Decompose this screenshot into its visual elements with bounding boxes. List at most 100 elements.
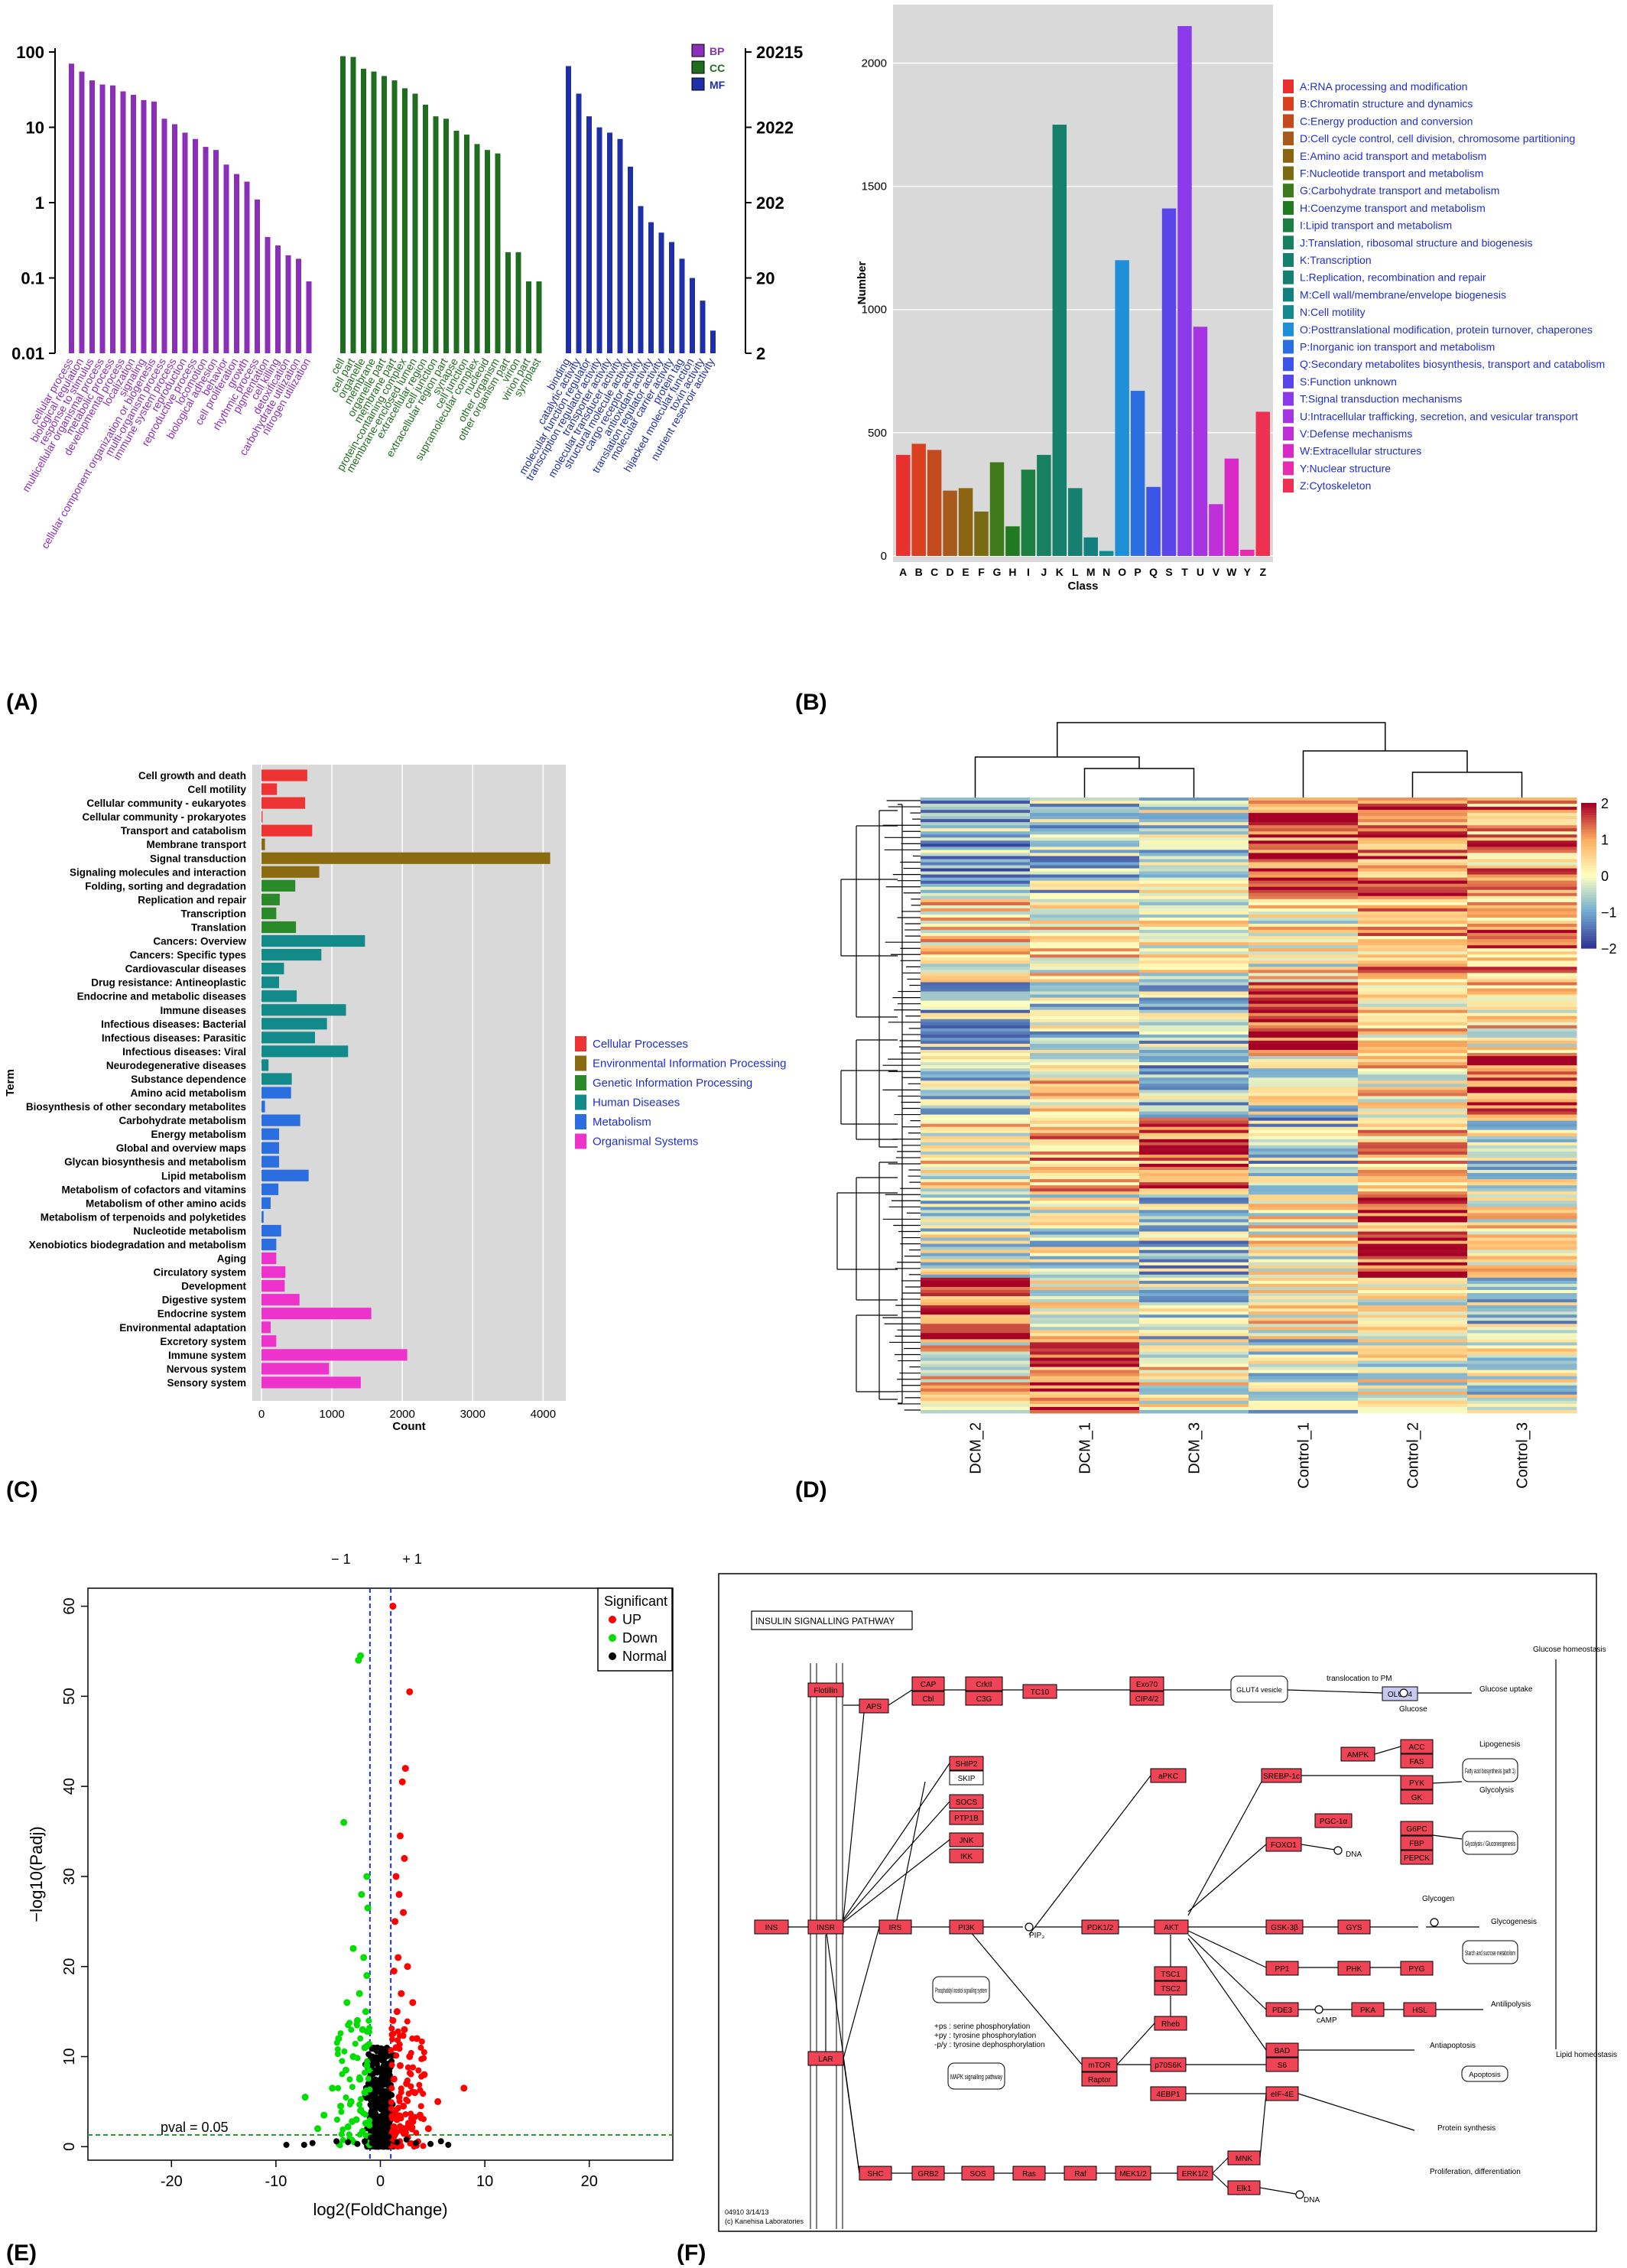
- gene-label: Raptor: [1088, 2076, 1112, 2084]
- heatmap-cell: [1467, 1240, 1577, 1245]
- bar: [1146, 486, 1161, 556]
- point-down: [352, 2040, 359, 2047]
- point-normal: [369, 2140, 375, 2146]
- heatmap-cell: [1358, 924, 1468, 928]
- point-normal: [372, 2103, 378, 2110]
- pathway-edge: [1259, 2093, 1267, 2159]
- point-normal: [381, 2075, 388, 2082]
- heatmap-cell: [1467, 1246, 1577, 1251]
- heatmap-cell: [1139, 1160, 1249, 1165]
- heatmap-cell: [1249, 1132, 1359, 1137]
- heatmap-cell: [1249, 1201, 1359, 1204]
- point-up: [421, 2071, 428, 2078]
- heatmap-cell: [921, 1170, 1031, 1174]
- bar-mf: [576, 93, 582, 354]
- gene-box: [1150, 1768, 1187, 1783]
- heatmap-cell: [1249, 936, 1359, 940]
- heatmap-cell: [1467, 883, 1577, 888]
- heatmap-cell: [1358, 976, 1468, 980]
- heatmap-cell: [1249, 1099, 1359, 1103]
- heatmap-cell: [1358, 921, 1468, 924]
- x-axis-title: Class: [1067, 580, 1098, 593]
- heatmap-cell: [1139, 988, 1249, 993]
- heatmap-cell: [1358, 1207, 1468, 1210]
- heatmap-cell: [1467, 1234, 1577, 1239]
- heatmap-cell: [1139, 1022, 1249, 1026]
- heatmap-cell: [1358, 1234, 1468, 1239]
- pathway-edge: [843, 1801, 950, 1922]
- gene-box: [1400, 1821, 1434, 1836]
- point-down: [333, 2116, 340, 2123]
- heatmap-cell: [1249, 1148, 1359, 1152]
- point-down: [334, 2045, 341, 2052]
- bar-metabolism: [261, 1155, 280, 1168]
- heatmap-cell: [1139, 1253, 1249, 1257]
- heatmap-cell: [1467, 954, 1577, 958]
- heatmap-cell: [1139, 1151, 1249, 1155]
- bar: [1255, 411, 1270, 556]
- bar: [1099, 551, 1114, 556]
- heatmap-cell: [1358, 1068, 1468, 1072]
- bar-cc: [382, 76, 387, 353]
- point-normal: [388, 2052, 395, 2059]
- colorbar-segment: [1581, 880, 1596, 884]
- legend-label: A:RNA processing and modification: [1300, 80, 1467, 93]
- heatmap-cell: [1467, 1373, 1577, 1377]
- heatmap-cell: [1467, 1019, 1577, 1023]
- heatmap-cell: [1030, 1249, 1140, 1254]
- heatmap-cell: [921, 1409, 1031, 1414]
- heatmap-cell: [1358, 1148, 1468, 1152]
- heatmap-cell: [1249, 816, 1359, 820]
- heatmap-cell: [1358, 927, 1468, 931]
- bar-organismal: [261, 1321, 271, 1334]
- heatmap-cell: [1249, 1065, 1359, 1069]
- point-up: [411, 2089, 419, 2097]
- bar-bp: [79, 71, 85, 353]
- heatmap-cell: [1139, 1117, 1249, 1122]
- heatmap-cell: [1249, 1222, 1359, 1226]
- bar-metabolism: [261, 1238, 277, 1251]
- heatmap-cell: [1139, 837, 1249, 841]
- point-up: [389, 1603, 397, 1610]
- heatmap-cell: [1467, 1028, 1577, 1032]
- bar-metabolism: [261, 1183, 279, 1195]
- heatmap-cell: [1467, 1117, 1577, 1122]
- point-up: [416, 2081, 423, 2088]
- heatmap-cell: [1139, 1126, 1249, 1131]
- pathway-text: Lipid homeostasis: [1556, 2051, 1617, 2059]
- heatmap-cell: [1467, 828, 1577, 832]
- heatmap-cell: [1249, 1394, 1359, 1399]
- gene-box: [1150, 2057, 1187, 2072]
- heatmap-cell: [1358, 880, 1468, 885]
- heatmap-cell: [1030, 1120, 1140, 1125]
- gene-label: BAD: [1275, 2047, 1291, 2055]
- heatmap-cell: [1139, 1243, 1249, 1248]
- heatmap-cell: [1249, 1268, 1359, 1272]
- heatmap-cell: [1139, 970, 1249, 973]
- heatmap-cell: [1467, 1151, 1577, 1155]
- heatmap-cell: [1358, 1274, 1468, 1279]
- bar-mf: [710, 330, 716, 353]
- heatmap-cell: [1030, 1034, 1140, 1038]
- heatmap-cell: [1030, 895, 1140, 900]
- heatmap-cell: [1249, 1354, 1359, 1359]
- gene-label: PEPCK: [1404, 1854, 1430, 1863]
- heatmap-cell: [921, 1376, 1031, 1380]
- threshold-label: − 1: [331, 1552, 351, 1567]
- heatmap-cell: [921, 1216, 1031, 1220]
- bar-organismal: [261, 1376, 361, 1389]
- gene-box: [1115, 2166, 1151, 2181]
- heatmap-cell: [1249, 1228, 1359, 1233]
- point-down: [353, 2016, 361, 2024]
- heatmap-cell: [921, 1044, 1031, 1048]
- heatmap-cell: [921, 1246, 1031, 1251]
- term-label: Metabolism of terpenoids and polyketides: [41, 1211, 246, 1223]
- point-up: [404, 2120, 412, 2127]
- point-normal: [354, 2140, 361, 2147]
- heatmap-cell: [1139, 997, 1249, 1002]
- gene-label: INS: [765, 1924, 778, 1932]
- heatmap-cell: [1358, 874, 1468, 879]
- heatmap-cell: [1358, 988, 1468, 993]
- bar-cc: [505, 252, 511, 353]
